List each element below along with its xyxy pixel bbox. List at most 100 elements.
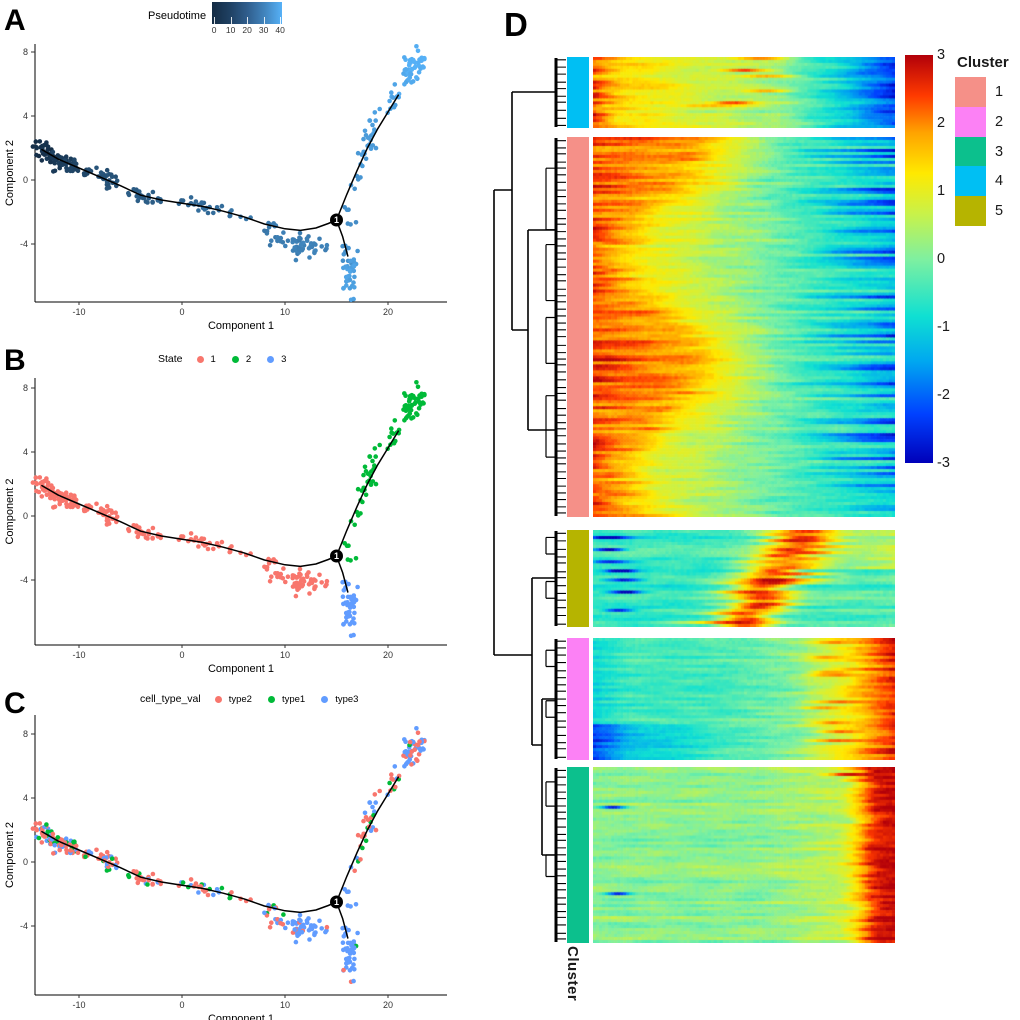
legend-item-label: type2 (228, 693, 252, 705)
heatmap-block-cluster-5 (593, 530, 895, 627)
pseudotime-gradient-bar (212, 2, 283, 24)
legend-dot (231, 355, 239, 363)
celltype-legend: cell_type_val type2 type1 type3 (140, 693, 374, 705)
trajectory-curve (41, 94, 400, 257)
colorbar-tick-label: 3 (937, 47, 946, 63)
panel-c-letter: C (4, 687, 26, 720)
colorbar-tick-label: 0 (937, 251, 946, 267)
pseudotime-legend-title: Pseudotime (148, 10, 207, 22)
expression-colorbar (905, 55, 933, 463)
cluster-legend-swatch (955, 136, 986, 167)
legend-item-label: 3 (281, 353, 287, 365)
cluster-legend-item: 5 (955, 196, 1003, 227)
axes: -10 0 10 20 8 4 0 -4 Component 1 Component 2 (4, 715, 447, 1020)
cluster-bar-3 (567, 767, 589, 943)
pseudotime-tick-label: 0 (211, 25, 217, 35)
svg-text:1: 1 (334, 215, 339, 225)
axes: -10 0 10 20 8 4 0 -4 Component 1 Component 2 (4, 44, 447, 332)
y-axis-title: Component 2 (4, 478, 16, 544)
dendrogram (493, 58, 566, 942)
legend-dot (196, 355, 204, 363)
cluster-axis-label: Cluster (564, 946, 581, 1002)
cluster-legend-item: 3 (955, 136, 1004, 167)
legend-dot (267, 695, 275, 703)
pseudotime-tick-label: 20 (242, 25, 252, 35)
pseudotime-bar-tick (230, 17, 232, 24)
svg-text:8: 8 (23, 383, 28, 393)
svg-text:4: 4 (23, 447, 28, 457)
svg-text:0: 0 (179, 650, 184, 660)
colorbar-tick-label: 2 (937, 115, 946, 131)
svg-text:10: 10 (280, 307, 290, 317)
svg-text:20: 20 (383, 650, 393, 660)
cluster-legend-title: Cluster (957, 54, 1009, 71)
panel-a: A Pseudotime 0 10 20 30 40 -10 0 10 20 8 4 0 -4 Comp… (0, 0, 490, 340)
legend-item: 1 (196, 353, 216, 365)
svg-text:-10: -10 (72, 650, 85, 660)
state-legend-title: State (158, 353, 183, 365)
pseudotime-tick-label: 40 (275, 25, 285, 35)
cluster-bar-1 (567, 137, 589, 517)
trajectory-curve (41, 776, 400, 939)
heatmap-block-cluster-1 (593, 137, 895, 517)
svg-text:4: 4 (23, 793, 28, 803)
pseudotime-bar-tick (263, 17, 265, 24)
colorbar-tick-label: -3 (937, 455, 950, 471)
cluster-legend-label: 3 (995, 143, 1004, 160)
cluster-legend-label: 1 (995, 84, 1004, 100)
heatmap-block-cluster-4 (593, 57, 895, 128)
svg-text:8: 8 (23, 729, 28, 739)
axes: -10 0 10 20 8 4 0 -4 Component 1 Component 2 (4, 378, 447, 675)
cluster-legend-label: 2 (995, 113, 1004, 130)
svg-text:-10: -10 (72, 307, 85, 317)
svg-text:0: 0 (179, 307, 184, 317)
cluster-bar-4 (567, 57, 589, 128)
pseudotime-tick-label: 30 (258, 25, 269, 35)
pseudotime-tick-label: 10 (225, 25, 236, 35)
colorbar-tick-label: -2 (937, 387, 950, 403)
svg-text:0: 0 (23, 857, 28, 867)
svg-text:10: 10 (280, 650, 290, 660)
state-legend: State 1 2 3 (158, 353, 302, 365)
svg-text:20: 20 (383, 1000, 393, 1010)
branch-point-label: 1 (330, 549, 343, 563)
cluster-legend-label: 4 (995, 173, 1004, 190)
x-axis-title: Component 1 (208, 320, 274, 332)
scatter-plot-pseudotime: -10 0 10 20 8 4 0 -4 Component 1 Component 2 1 (4, 44, 447, 332)
y-axis-title: Component 2 (4, 140, 16, 206)
legend-item: type2 (214, 693, 252, 705)
celltype-legend-items: type2 type1 type3 (214, 693, 375, 705)
colorbar-tick-label: 1 (937, 183, 946, 199)
scatter-plot-state: -10 0 10 20 8 4 0 -4 Component 1 Component 2 1 (4, 378, 447, 675)
legend-item-label: 2 (245, 353, 252, 365)
pseudotime-legend: Pseudotime 0 10 20 30 40 (148, 2, 285, 36)
svg-text:0: 0 (179, 1000, 184, 1010)
branch-point-label: 1 (330, 895, 343, 909)
legend-dot (321, 695, 329, 703)
cluster-legend-item: 1 (955, 77, 1003, 107)
pseudotime-tick-labels: 0 10 20 30 40 (211, 24, 285, 36)
legend-dot (214, 695, 222, 703)
legend-item: type3 (321, 694, 358, 705)
svg-text:1: 1 (334, 551, 339, 561)
panel-c: C cell_type_val type2 type1 type3 -10 0 10 20… (0, 683, 490, 1020)
svg-text:0: 0 (23, 175, 28, 185)
svg-text:20: 20 (383, 307, 393, 317)
scatter-plot-celltype: -10 0 10 20 8 4 0 -4 Component 1 Component 2 1 (4, 715, 447, 1020)
cluster-bar-2 (567, 638, 589, 760)
cluster-legend-item: 4 (955, 166, 1004, 197)
panel-a-letter: A (4, 4, 26, 37)
pseudotime-bar-tick (214, 17, 216, 24)
svg-text:-4: -4 (20, 921, 28, 931)
cluster-legend-swatch (955, 166, 986, 197)
panel-b-letter: B (4, 344, 26, 377)
cluster-legend-swatch (955, 106, 986, 137)
trajectory-curve (41, 430, 400, 593)
legend-item: type1 (267, 693, 306, 705)
svg-text:10: 10 (280, 1000, 290, 1010)
legend-item-label: 1 (210, 353, 216, 365)
y-axis-title: Component 2 (4, 822, 16, 888)
legend-item-label: type1 (281, 693, 306, 705)
legend-item: 2 (231, 353, 252, 365)
